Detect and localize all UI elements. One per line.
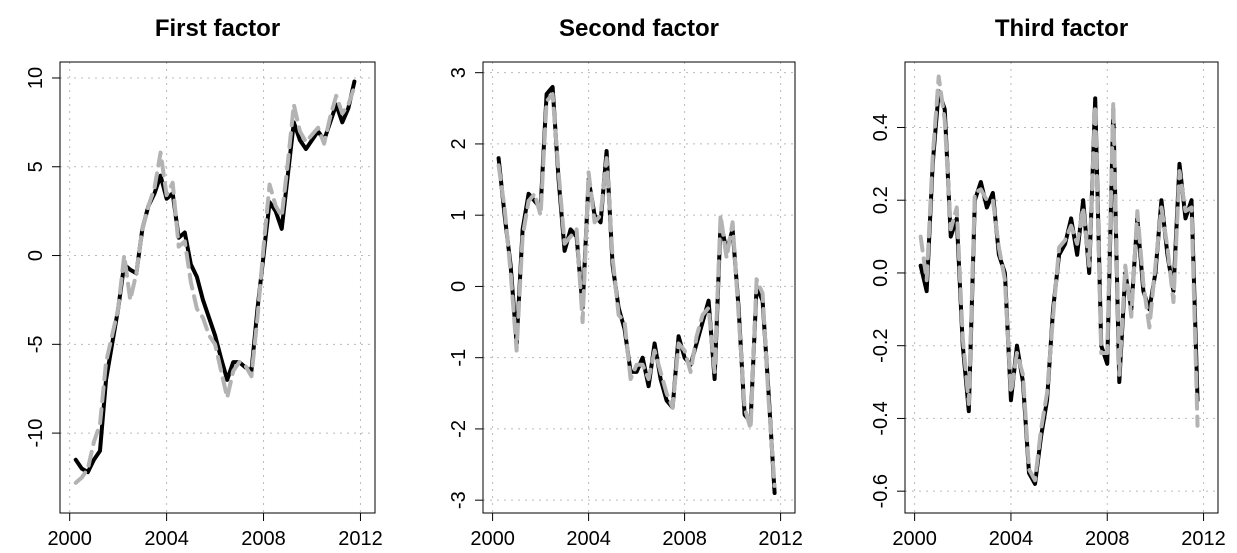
series-line	[918, 74, 1200, 483]
x-tick-label: 2012	[1181, 528, 1226, 550]
x-tick-label: 2008	[662, 528, 707, 550]
x-tick-label: 2004	[989, 528, 1034, 550]
plot-frame	[482, 61, 796, 514]
x-tick-label: 2012	[338, 528, 383, 550]
x-tick-label: 2004	[144, 528, 189, 550]
y-tick-label: 0	[25, 250, 47, 261]
y-tick-label: 5	[25, 161, 47, 172]
y-tick-label: -0.2	[870, 328, 892, 362]
plot-frame	[59, 61, 376, 514]
series-line	[496, 92, 777, 488]
y-tick-label: -0.6	[870, 474, 892, 508]
x-tick-label: 2012	[758, 528, 803, 550]
y-tick-label: 0.0	[870, 259, 892, 287]
y-tick-label: -2	[448, 420, 470, 438]
chart-title: Third factor	[995, 15, 1128, 42]
series-line	[73, 79, 357, 475]
series-line	[496, 84, 777, 496]
series-line	[918, 89, 1200, 486]
y-tick-label: -0.4	[870, 401, 892, 435]
x-tick-label: 2004	[566, 528, 611, 550]
y-tick-label: -1	[448, 349, 470, 367]
y-tick-label: 0	[448, 281, 470, 292]
chart-title: Second factor	[559, 15, 719, 42]
x-tick-label: 2008	[241, 528, 286, 550]
x-tick-label: 2000	[892, 528, 937, 550]
y-tick-label: 0.4	[870, 114, 892, 142]
chart-title: First factor	[155, 15, 280, 42]
y-tick-label: -10	[25, 419, 47, 448]
y-tick-label: -5	[25, 335, 47, 353]
series-line	[73, 84, 357, 485]
y-tick-label: 1	[448, 210, 470, 221]
plot-frame	[904, 61, 1219, 514]
x-tick-label: 2008	[1085, 528, 1130, 550]
y-tick-label: 2	[448, 138, 470, 149]
y-tick-label: 3	[448, 67, 470, 78]
x-tick-label: 2000	[47, 528, 92, 550]
y-tick-label: -3	[448, 491, 470, 509]
y-tick-label: 10	[25, 67, 47, 89]
y-tick-label: 0.2	[870, 186, 892, 214]
x-tick-label: 2000	[470, 528, 515, 550]
